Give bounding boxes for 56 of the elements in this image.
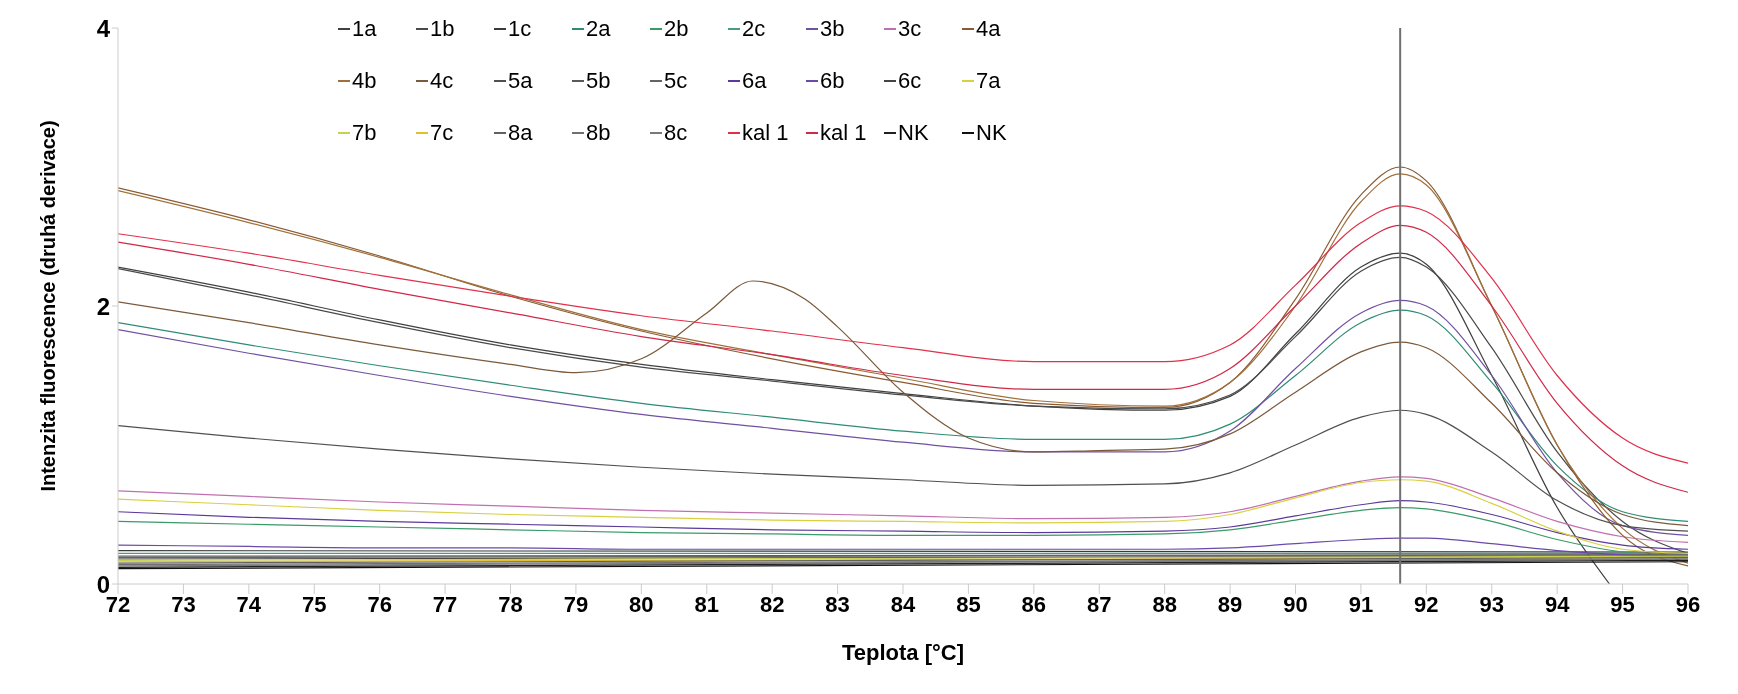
x-tick-label: 83 [825, 591, 850, 617]
x-tick-label: 91 [1348, 591, 1374, 617]
legend-label: 3b [820, 16, 845, 42]
legend-label: 5a [508, 68, 533, 94]
legend-label: 7c [430, 120, 454, 146]
x-tick-label: 85 [956, 591, 981, 617]
legend-label: 3c [898, 16, 922, 42]
legend-label: 8c [664, 120, 688, 146]
x-tick-label: 77 [432, 591, 458, 617]
x-axis-title: Teplota [°C] [841, 640, 965, 665]
legend-label: 4a [976, 16, 1001, 42]
legend-label: 1b [430, 16, 455, 42]
x-tick-label: 81 [694, 591, 719, 617]
y-tick-label: 4 [96, 14, 111, 42]
y-tick-label: 2 [96, 292, 110, 320]
x-tick-label: 82 [759, 591, 785, 617]
x-tick-label: 95 [1610, 591, 1635, 617]
x-tick-label: 73 [171, 591, 196, 617]
x-tick-label: 92 [1414, 591, 1439, 617]
legend-label: 2c [742, 16, 766, 42]
legend-label: 8b [586, 120, 611, 146]
legend-label: 2b [664, 16, 689, 42]
x-tick-label: 78 [498, 591, 523, 617]
x-tick-label: 94 [1544, 591, 1571, 617]
x-tick-label: 84 [890, 591, 916, 617]
legend-label: 4b [352, 68, 377, 94]
x-tick-label: 74 [236, 591, 262, 617]
legend-label: 7a [976, 68, 1001, 94]
legend-label: 6b [820, 68, 845, 94]
y-tick-label: 0 [96, 570, 110, 598]
x-tick-label: 89 [1217, 591, 1243, 617]
legend-label: 6a [742, 68, 767, 94]
legend-label: 5c [664, 68, 688, 94]
legend-label: 4c [430, 68, 454, 94]
legend-label: 5b [586, 68, 611, 94]
legend-label: 2a [586, 16, 611, 42]
x-tick-label: 76 [367, 591, 392, 617]
x-tick-label: 96 [1675, 591, 1701, 617]
legend-label: kal 1 [742, 120, 789, 146]
legend-label: 1c [508, 16, 532, 42]
legend-label: 1a [352, 16, 377, 42]
legend-label: 6c [898, 68, 922, 94]
x-tick-label: 80 [629, 591, 654, 617]
legend-label: 7b [352, 120, 377, 146]
x-tick-label: 86 [1021, 591, 1047, 617]
x-tick-label: 87 [1087, 591, 1112, 617]
legend-label: NK [898, 120, 929, 146]
x-tick-label: 88 [1152, 591, 1177, 617]
x-tick-label: 79 [563, 591, 589, 617]
x-tick-label: 93 [1479, 591, 1504, 617]
legend-label: 8a [508, 120, 533, 146]
legend-label: kal 1 [820, 120, 867, 146]
x-tick-label: 75 [302, 591, 327, 617]
x-tick-label: 90 [1283, 591, 1308, 617]
legend-label: NK [976, 120, 1007, 146]
y-axis-title: Intenzita fluorescence (druhá derivace) [37, 120, 60, 492]
